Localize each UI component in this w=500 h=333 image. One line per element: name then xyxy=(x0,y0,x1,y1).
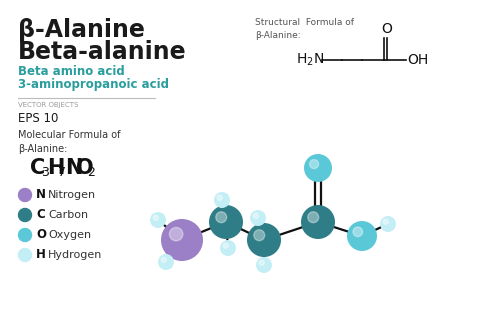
Circle shape xyxy=(347,221,377,251)
Text: N: N xyxy=(65,158,82,178)
Circle shape xyxy=(18,208,32,221)
Text: β-Alanine: β-Alanine xyxy=(18,18,145,42)
Text: Beta-alanine: Beta-alanine xyxy=(18,40,186,64)
Text: Structural  Formula of
β-Alanine:: Structural Formula of β-Alanine: xyxy=(255,18,354,40)
Text: 2: 2 xyxy=(87,166,95,179)
Text: H: H xyxy=(36,248,46,261)
Text: Molecular Formula of
β-Alanine:: Molecular Formula of β-Alanine: xyxy=(18,130,120,154)
Text: O: O xyxy=(76,158,94,178)
Text: 3: 3 xyxy=(41,166,49,179)
Text: VECTOR OBJECTS: VECTOR OBJECTS xyxy=(18,102,78,108)
Circle shape xyxy=(380,216,396,232)
Text: Hydrogen: Hydrogen xyxy=(48,250,102,260)
Circle shape xyxy=(18,248,32,261)
Circle shape xyxy=(161,219,203,261)
Circle shape xyxy=(259,260,264,265)
Text: 7: 7 xyxy=(58,166,66,179)
Circle shape xyxy=(250,210,266,226)
Circle shape xyxy=(18,228,32,241)
Circle shape xyxy=(217,195,222,200)
Circle shape xyxy=(158,254,174,270)
Circle shape xyxy=(209,205,243,239)
Circle shape xyxy=(18,188,32,201)
Text: C: C xyxy=(36,208,45,221)
Circle shape xyxy=(150,212,166,228)
Circle shape xyxy=(254,230,264,241)
Circle shape xyxy=(161,257,166,262)
Circle shape xyxy=(308,212,318,223)
Text: N: N xyxy=(36,188,46,201)
Circle shape xyxy=(220,240,236,256)
Text: H: H xyxy=(47,158,64,178)
Circle shape xyxy=(214,192,230,208)
Text: Carbon: Carbon xyxy=(48,210,88,220)
Text: Nitrogen: Nitrogen xyxy=(48,190,96,200)
Text: O: O xyxy=(381,22,392,36)
Text: H$_2$N: H$_2$N xyxy=(296,52,324,68)
Circle shape xyxy=(170,227,183,241)
Circle shape xyxy=(223,243,228,248)
Circle shape xyxy=(383,219,388,224)
Circle shape xyxy=(153,215,158,220)
Text: O: O xyxy=(36,228,46,241)
Circle shape xyxy=(304,154,332,182)
Circle shape xyxy=(216,212,226,223)
Circle shape xyxy=(253,213,258,218)
Circle shape xyxy=(310,160,318,168)
Circle shape xyxy=(301,205,335,239)
Text: Oxygen: Oxygen xyxy=(48,230,91,240)
Circle shape xyxy=(247,223,281,257)
Circle shape xyxy=(256,257,272,273)
Text: OH: OH xyxy=(407,53,428,67)
Text: Beta amino acid: Beta amino acid xyxy=(18,65,125,78)
Text: C: C xyxy=(30,158,45,178)
Text: EPS 10: EPS 10 xyxy=(18,112,59,125)
Text: 3-aminopropanoic acid: 3-aminopropanoic acid xyxy=(18,78,169,91)
Circle shape xyxy=(353,227,362,237)
